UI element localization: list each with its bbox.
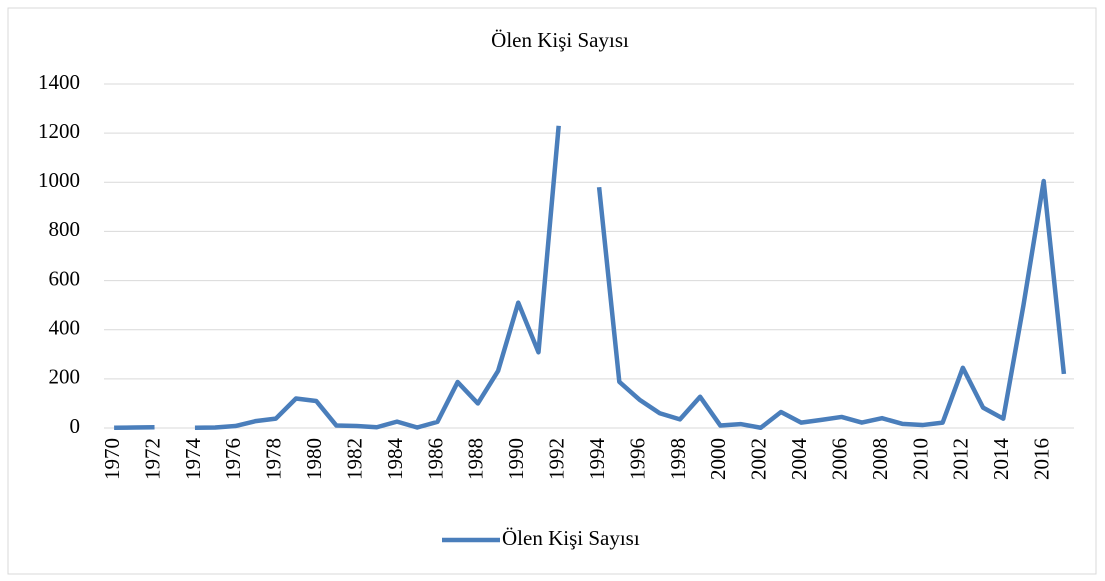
x-tick-label: 1992	[545, 438, 569, 480]
y-tick-label: 600	[49, 266, 81, 290]
x-tick-label: 1990	[504, 438, 528, 480]
y-tick-label: 1200	[38, 119, 80, 143]
x-tick-label: 1988	[464, 438, 488, 480]
chart-frame	[7, 7, 1097, 575]
data-line	[114, 125, 1067, 431]
x-tick-label: 1976	[221, 438, 245, 480]
x-tick-label: 2016	[1030, 438, 1054, 480]
x-tick-label: 1984	[383, 438, 407, 481]
x-tick-label: 1970	[100, 438, 124, 480]
y-tick-label: 1400	[38, 70, 80, 94]
x-tick-label: 1972	[140, 438, 164, 480]
x-tick-label: 2002	[747, 438, 771, 480]
chart-title: Ölen Kişi Sayısı	[491, 28, 629, 52]
x-tick-label: 1986	[423, 438, 447, 480]
x-tick-label: 1996	[625, 438, 649, 480]
x-tick-label: 2008	[868, 438, 892, 480]
y-tick-label: 800	[49, 217, 81, 241]
x-tick-label: 2014	[989, 438, 1013, 481]
x-tick-label: 1998	[666, 438, 690, 480]
x-tick-label: 1982	[342, 438, 366, 480]
x-tick-label: 1978	[262, 438, 286, 480]
legend-label: Ölen Kişi Sayısı	[502, 526, 640, 550]
x-tick-label: 2012	[949, 438, 973, 480]
x-tick-label: 1994	[585, 438, 609, 481]
x-tick-label: 1980	[302, 438, 326, 480]
x-tick-label: 2006	[827, 438, 851, 480]
x-tick-label: 2000	[706, 438, 730, 480]
y-tick-label: 0	[70, 414, 81, 438]
x-tick-label: 2010	[908, 438, 932, 480]
x-tick-label: 1974	[181, 438, 205, 481]
y-tick-label: 1000	[38, 168, 80, 192]
y-tick-label: 200	[49, 365, 81, 389]
y-tick-label: 400	[49, 316, 81, 340]
x-tick-label: 2004	[787, 438, 811, 481]
